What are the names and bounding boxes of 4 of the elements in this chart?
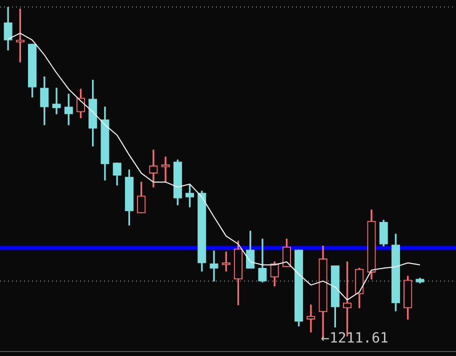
candlestick [210,250,218,282]
annotation: ←1211.61 [321,330,388,347]
candlestick [149,150,158,188]
candlestick [52,88,61,114]
